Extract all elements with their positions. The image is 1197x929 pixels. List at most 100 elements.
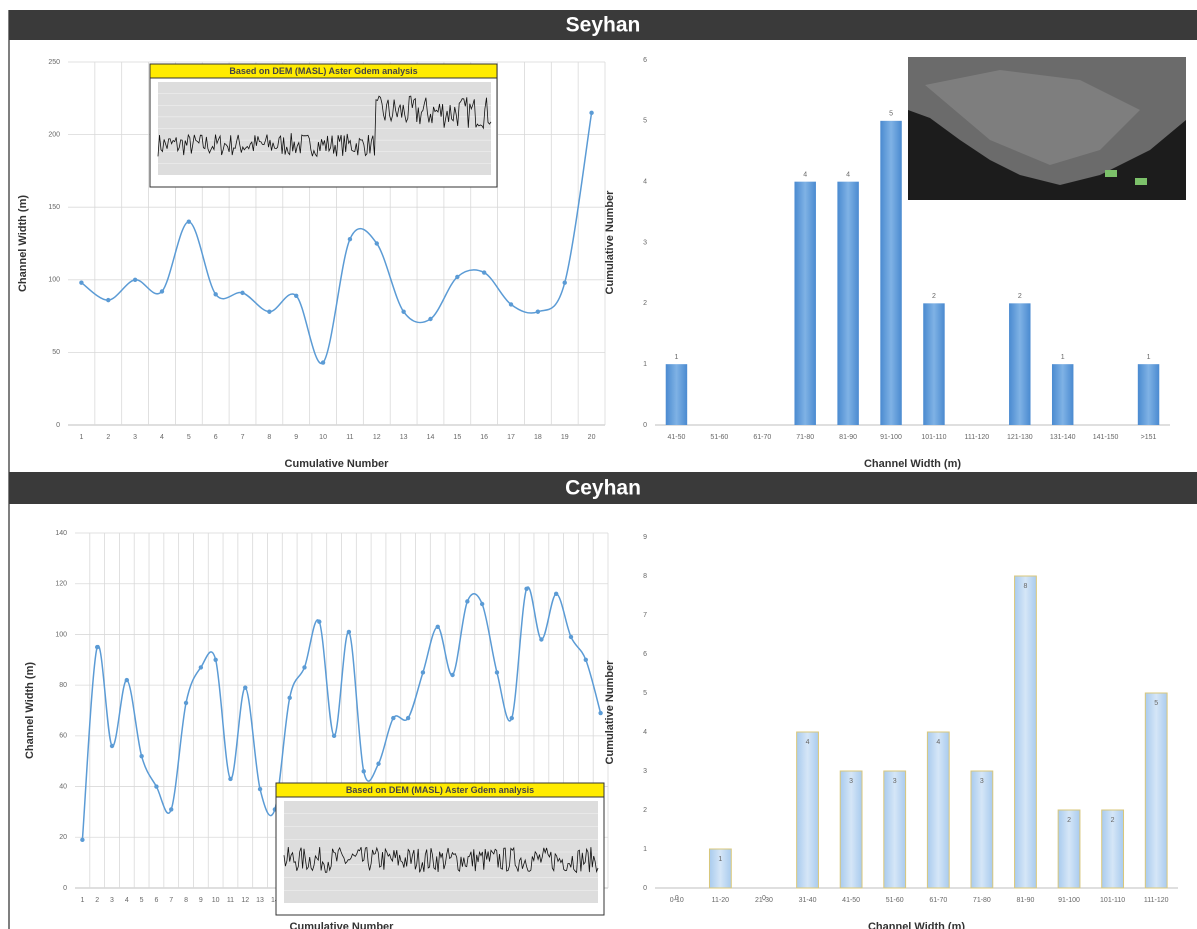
data-label: 1	[675, 354, 679, 361]
y-tick-label: 100	[55, 631, 67, 638]
x-tick-label: 12	[241, 897, 249, 904]
marker	[240, 291, 244, 295]
y-tick-label: 6	[643, 651, 647, 658]
marker	[450, 673, 454, 677]
x-tick-label: 111-120	[965, 434, 990, 441]
marker	[160, 289, 164, 293]
x-tick-label: 121-130	[1007, 434, 1033, 441]
x-tick-label: 81-90	[1017, 897, 1035, 904]
x-tick-label: >151	[1141, 434, 1157, 441]
x-tick-label: 141-150	[1093, 434, 1119, 441]
marker	[406, 716, 410, 720]
y-tick-label: 80	[59, 682, 67, 689]
bar	[1015, 576, 1037, 888]
x-tick-label: 11	[227, 897, 234, 904]
y-tick-label: 0	[643, 885, 647, 892]
x-tick-label: 13	[256, 897, 264, 904]
marker	[213, 658, 217, 662]
marker	[228, 777, 232, 781]
inset-title: Based on DEM (MASL) Aster Gdem analysis	[346, 785, 534, 795]
marker	[125, 678, 129, 682]
bar	[1145, 693, 1167, 888]
marker	[509, 302, 513, 306]
x-axis-title: Cumulative Number	[285, 458, 390, 470]
section-title: Seyhan	[566, 14, 641, 37]
x-axis-title: Channel Width (m)	[868, 921, 965, 929]
marker	[106, 298, 110, 302]
marker	[302, 665, 306, 669]
marker	[332, 734, 336, 738]
data-label: 3	[893, 778, 897, 785]
marker	[267, 310, 271, 314]
section-title: Ceyhan	[565, 477, 641, 500]
marker	[321, 360, 325, 364]
marker	[187, 220, 191, 224]
marker	[80, 838, 84, 842]
bar	[840, 771, 862, 888]
x-tick-label: 4	[125, 897, 129, 904]
y-tick-label: 60	[59, 733, 67, 740]
y-tick-label: 0	[63, 885, 67, 892]
marker	[348, 237, 352, 241]
marker	[79, 281, 83, 285]
data-label: 5	[889, 111, 893, 118]
y-axis-title: Channel Width (m)	[24, 662, 36, 759]
x-tick-label: 14	[427, 434, 435, 441]
x-tick-label: 13	[400, 434, 408, 441]
marker	[510, 716, 514, 720]
data-label: 8	[1024, 583, 1028, 590]
y-tick-label: 3	[643, 768, 647, 775]
marker	[536, 310, 540, 314]
data-label: 1	[1147, 354, 1151, 361]
y-tick-label: 40	[59, 783, 67, 790]
bar	[1009, 303, 1030, 425]
y-tick-label: 8	[643, 573, 647, 580]
x-tick-label: 20	[588, 434, 596, 441]
x-tick-label: 3	[133, 434, 137, 441]
data-label: 0	[762, 895, 766, 902]
marker	[154, 784, 158, 788]
bar	[1052, 364, 1073, 425]
data-label: 4	[936, 739, 940, 746]
marker	[455, 275, 459, 279]
data-label: 4	[806, 739, 810, 746]
y-axis-title: Cumulative Number	[604, 660, 616, 765]
y-tick-label: 200	[48, 131, 60, 138]
y-axis-title: Channel Width (m)	[17, 195, 29, 292]
data-label: 2	[1067, 817, 1071, 824]
marker	[317, 620, 321, 624]
x-tick-label: 18	[534, 434, 542, 441]
x-tick-label: 19	[561, 434, 569, 441]
bar	[709, 849, 731, 888]
x-tick-label: 41-50	[842, 897, 860, 904]
y-tick-label: 1	[643, 846, 647, 853]
marker	[376, 762, 380, 766]
y-tick-label: 2	[643, 807, 647, 814]
x-tick-label: 2	[95, 897, 99, 904]
marker	[598, 711, 602, 715]
marker	[184, 701, 188, 705]
inset-title: Based on DEM (MASL) Aster Gdem analysis	[229, 66, 417, 76]
y-tick-label: 7	[643, 612, 647, 619]
x-tick-label: 6	[154, 897, 158, 904]
marker	[428, 317, 432, 321]
y-tick-label: 100	[48, 277, 60, 284]
data-label: 3	[980, 778, 984, 785]
x-tick-label: 91-100	[880, 434, 902, 441]
x-tick-label: 5	[187, 434, 191, 441]
marker	[563, 281, 567, 285]
bar	[1138, 364, 1159, 425]
marker	[584, 658, 588, 662]
map-inset	[908, 57, 1186, 200]
marker	[524, 587, 528, 591]
bar	[880, 121, 901, 425]
marker	[589, 111, 593, 115]
y-tick-label: 20	[59, 834, 67, 841]
x-tick-label: 7	[169, 897, 173, 904]
y-tick-label: 1	[643, 361, 647, 368]
marker	[243, 685, 247, 689]
marker	[480, 602, 484, 606]
bar	[837, 182, 858, 425]
marker	[482, 270, 486, 274]
